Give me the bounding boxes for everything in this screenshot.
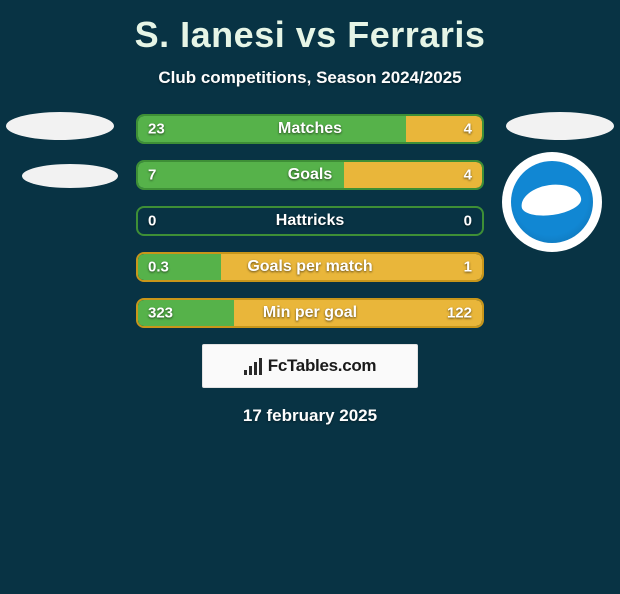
stat-fill-left [138, 116, 406, 142]
player-right-avatar-placeholder [506, 112, 614, 140]
stat-value-left: 0.3 [148, 259, 169, 276]
stat-value-left: 23 [148, 121, 165, 138]
stat-fill-right [344, 162, 482, 188]
comparison-panel: 23 Matches 4 7 Goals 4 0 Hattricks 0 0.3 Goals per… [0, 114, 620, 426]
stat-bar: 0 Hattricks 0 [136, 206, 484, 236]
stat-bar: 23 Matches 4 [136, 114, 484, 144]
player-left-avatar-placeholder [6, 112, 114, 140]
stat-bar: 0.3 Goals per match 1 [136, 252, 484, 282]
stat-value-left: 323 [148, 305, 173, 322]
stat-value-left: 7 [148, 167, 156, 184]
stat-label: Goals [288, 166, 332, 184]
club-badge-right [502, 152, 602, 252]
stat-bars-container: 23 Matches 4 7 Goals 4 0 Hattricks 0 0.3 Goals per… [136, 114, 484, 328]
brand-bars-icon [244, 357, 262, 375]
stat-bar: 323 Min per goal 122 [136, 298, 484, 328]
brand-attribution[interactable]: FcTables.com [202, 344, 418, 388]
stat-value-right: 122 [447, 305, 472, 322]
snapshot-date: 17 february 2025 [0, 406, 620, 426]
stat-label: Hattricks [276, 212, 344, 230]
stat-value-right: 0 [464, 213, 472, 230]
subtitle: Club competitions, Season 2024/2025 [0, 68, 620, 88]
stat-value-right: 4 [464, 121, 472, 138]
stat-value-right: 1 [464, 259, 472, 276]
brand-name: FcTables.com [268, 356, 377, 376]
page-title: S. Ianesi vs Ferraris [0, 14, 620, 56]
player-left-avatar-placeholder-2 [22, 164, 118, 188]
pescara-badge-icon [511, 161, 593, 243]
stat-value-left: 0 [148, 213, 156, 230]
stat-bar: 7 Goals 4 [136, 160, 484, 190]
stat-label: Goals per match [247, 258, 372, 276]
stat-label: Min per goal [263, 304, 357, 322]
stat-value-right: 4 [464, 167, 472, 184]
stat-label: Matches [278, 120, 342, 138]
